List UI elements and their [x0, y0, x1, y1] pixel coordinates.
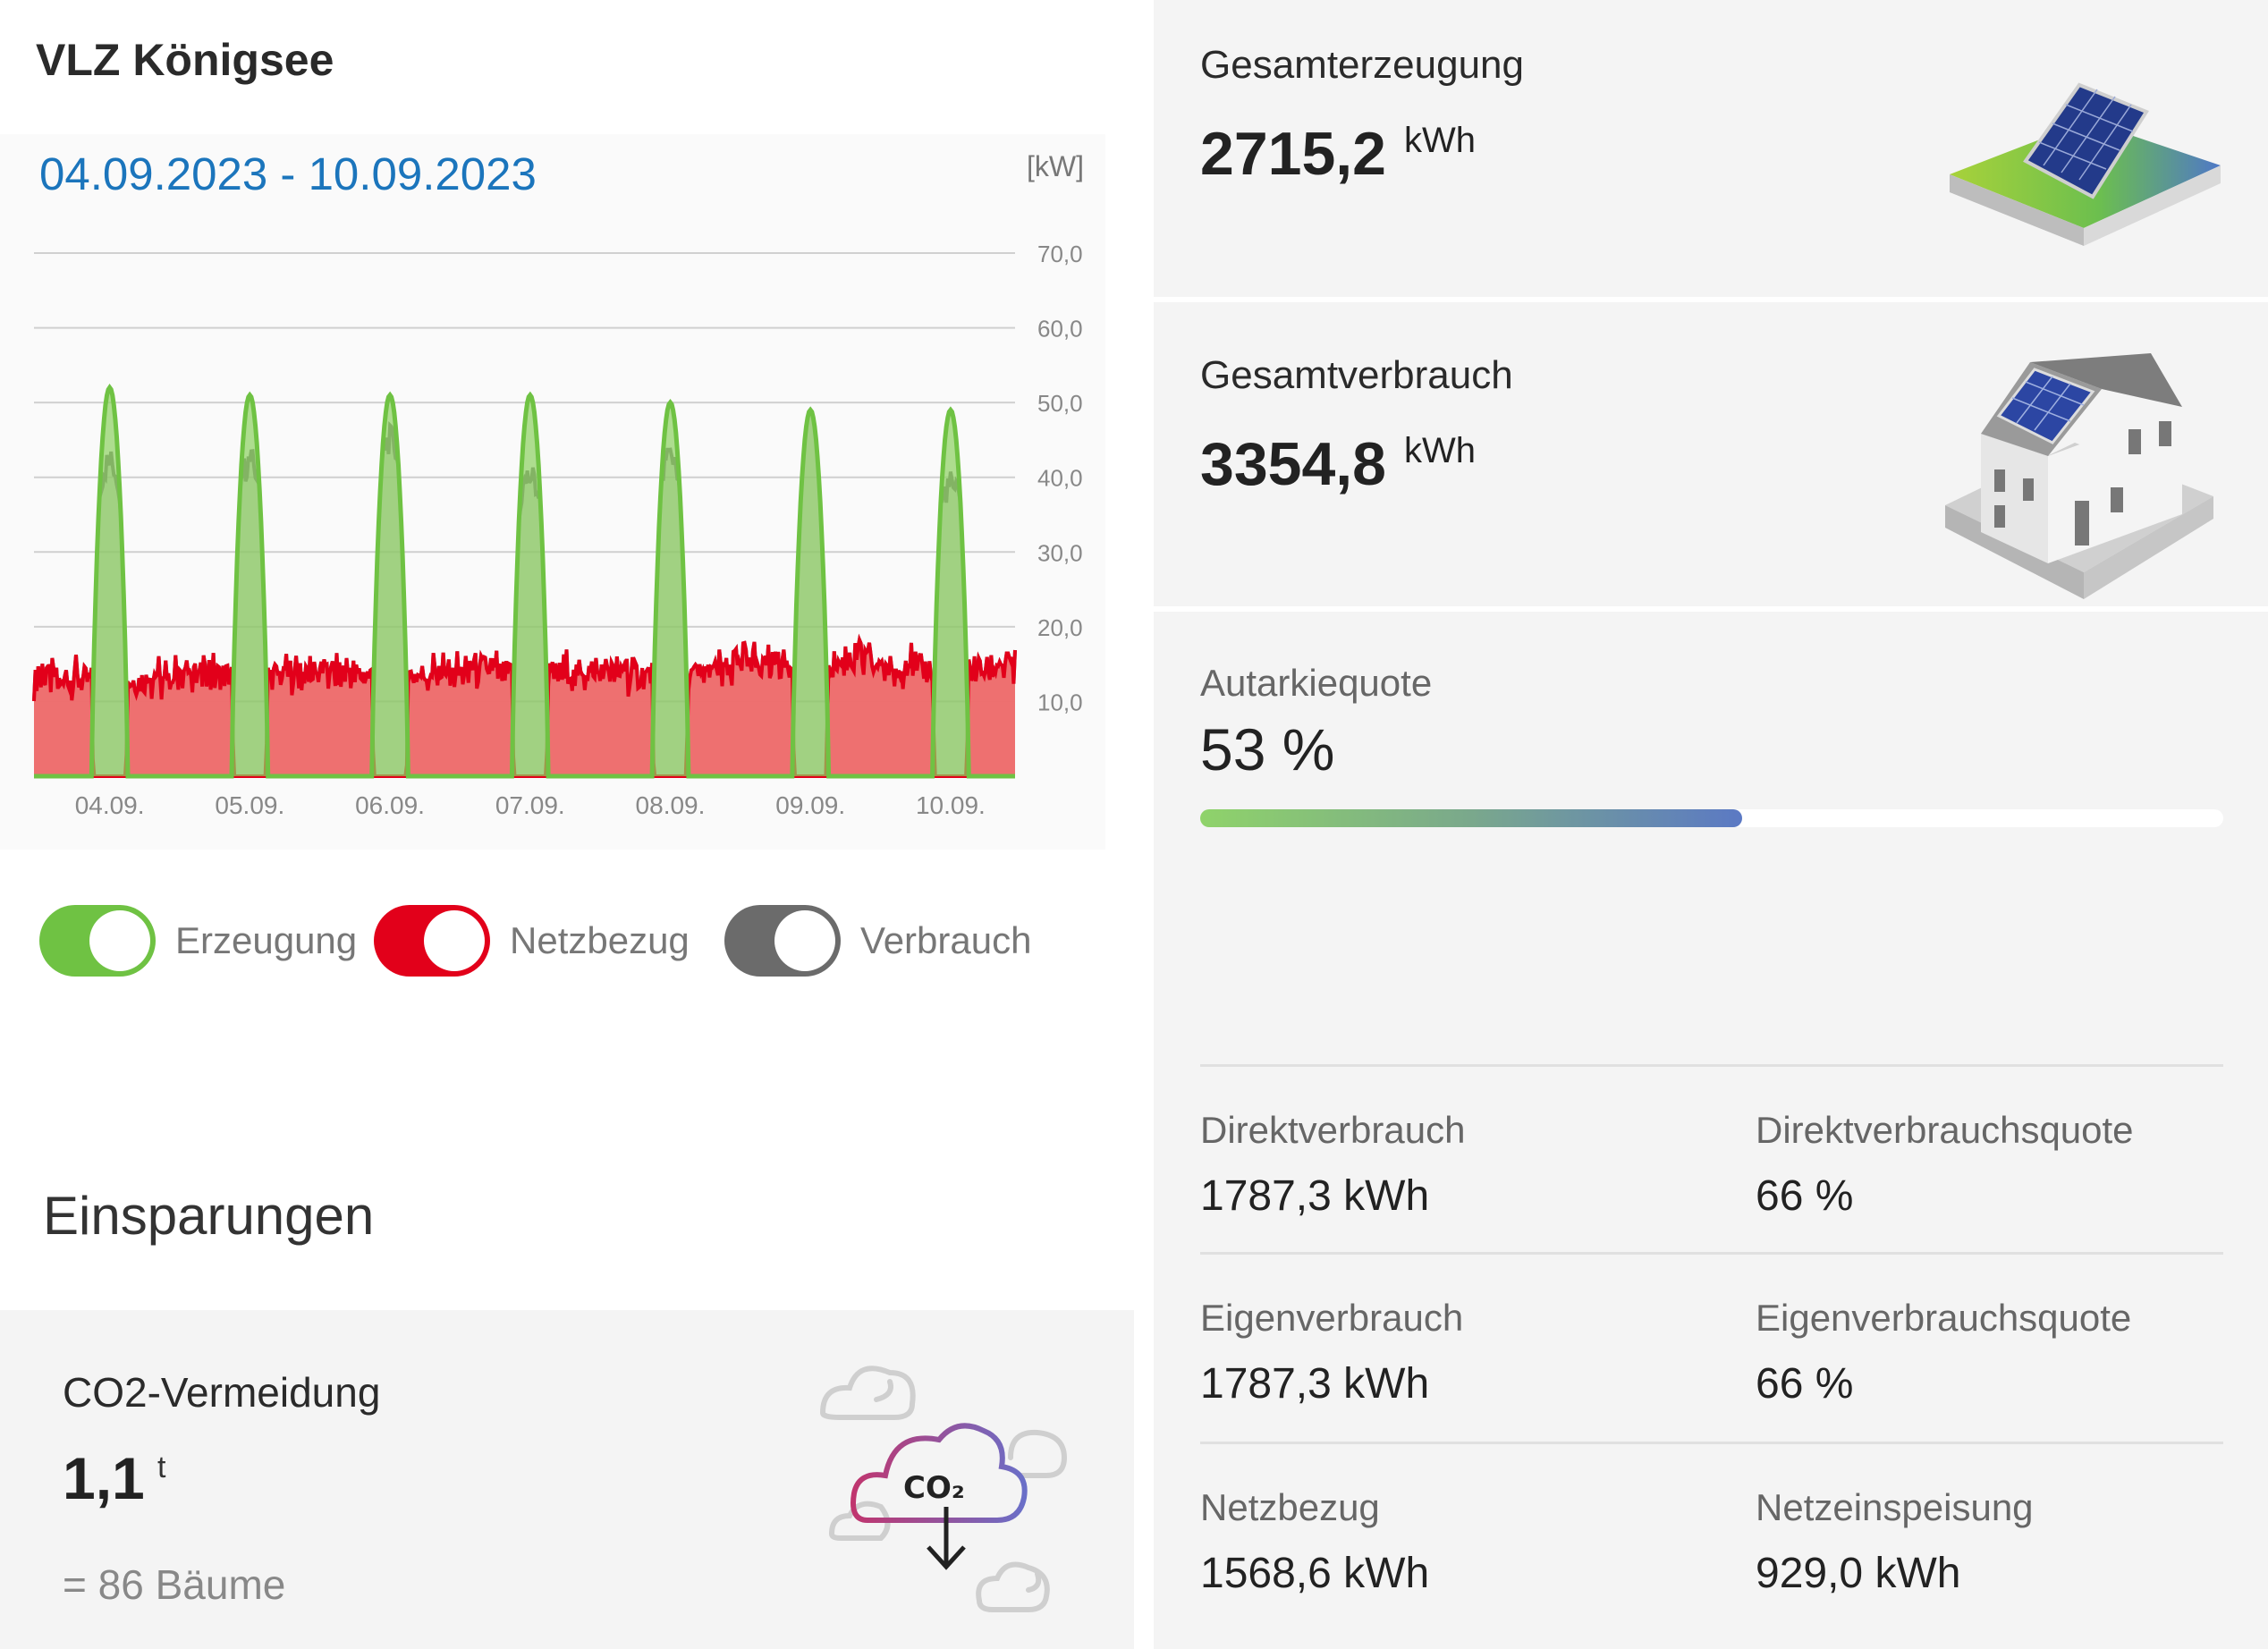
stat-value-eigenverbrauchsquote: 66 % [1756, 1360, 1854, 1408]
stat-label-netzbezug: Netzbezug [1200, 1486, 1380, 1528]
toggle-erzeugung[interactable]: Erzeugung [39, 905, 357, 977]
stats-divider [1200, 1442, 2223, 1444]
generation-label: Gesamterzeugung [1200, 43, 1524, 87]
toggle-label: Erzeugung [175, 919, 358, 961]
chart-series [32, 384, 1017, 779]
consumption-label: Gesamtverbrauch [1200, 353, 1513, 397]
stat-label-eigenverbrauchsquote: Eigenverbrauchsquote [1756, 1297, 2132, 1339]
toggle-switch[interactable] [374, 905, 490, 977]
autarky-value: 53 % [1200, 716, 1335, 782]
stat-value-netzeinspeisung: 929,0 kWh [1756, 1550, 1961, 1597]
x-tick-label: 10.09. [916, 791, 986, 819]
series-erzeugung-line [34, 384, 1015, 779]
autarky-progress-fill [1200, 809, 1743, 827]
co2-icon-text: CO₂ [903, 1470, 965, 1506]
y-tick-label: 70,0 [1037, 241, 1083, 267]
toggle-label: Verbrauch [860, 919, 1032, 961]
toggle-switch[interactable] [724, 905, 841, 977]
co2-unit: t [157, 1450, 166, 1484]
stats-divider [1200, 1064, 2223, 1067]
co2-card [0, 1310, 1134, 1649]
y-tick-label: 40,0 [1037, 465, 1083, 492]
toggle-netzbezug[interactable]: Netzbezug [374, 905, 690, 977]
generation-value: 2715,2 [1200, 120, 1386, 188]
y-tick-label: 60,0 [1037, 316, 1083, 342]
autarky-progress-bar [1200, 809, 2223, 827]
generation-unit: kWh [1404, 121, 1476, 160]
y-axis-unit: [kW] [1027, 150, 1084, 182]
stats-divider [1200, 1252, 2223, 1255]
toggle-verbrauch[interactable]: Verbrauch [724, 905, 1031, 977]
series-erzeugung-area [34, 387, 1015, 776]
power-chart: 70,0 60,0 50,0 40,0 30,0 20,0 10,0 04.09. 05.09… [32, 241, 1083, 819]
stat-value-direktverbrauchsquote: 66 % [1756, 1172, 1854, 1220]
page-title: VLZ Königsee [36, 35, 334, 85]
x-axis-ticks: 04.09. 05.09. 06.09. 07.09. 08.09. 09.09. 10.0… [75, 791, 986, 819]
co2-title: CO2-Vermeidung [63, 1369, 381, 1416]
x-tick-label: 06.09. [355, 791, 425, 819]
house-icon [1945, 353, 2213, 599]
date-range-selector[interactable]: 04.09.2023 - 10.09.2023 [39, 148, 537, 199]
x-tick-label: 08.09. [636, 791, 706, 819]
stat-value-direktverbrauch: 1787,3 kWh [1200, 1172, 1430, 1220]
y-tick-label: 10,0 [1037, 689, 1083, 715]
stat-label-eigenverbrauch: Eigenverbrauch [1200, 1297, 1464, 1339]
y-axis-ticks: 70,0 60,0 50,0 40,0 30,0 20,0 10,0 [1037, 241, 1083, 715]
x-tick-label: 05.09. [215, 791, 284, 819]
savings-heading: Einsparungen [43, 1186, 375, 1246]
autarky-label: Autarkiequote [1200, 662, 1433, 704]
section-divider [1154, 297, 2268, 302]
y-tick-label: 50,0 [1037, 390, 1083, 417]
stat-label-direktverbrauch: Direktverbrauch [1200, 1109, 1466, 1151]
stat-label-direktverbrauchsquote: Direktverbrauchsquote [1756, 1109, 2134, 1151]
toggle-switch[interactable] [39, 905, 156, 977]
x-tick-label: 09.09. [775, 791, 845, 819]
y-tick-label: 30,0 [1037, 539, 1083, 566]
x-tick-label: 07.09. [495, 791, 565, 819]
stat-value-eigenverbrauch: 1787,3 kWh [1200, 1360, 1430, 1408]
y-tick-label: 20,0 [1037, 614, 1083, 641]
stat-label-netzeinspeisung: Netzeinspeisung [1756, 1486, 2034, 1528]
solar-panel-icon [1950, 82, 2221, 246]
co2-value: 1,1 [63, 1445, 145, 1511]
section-divider [1154, 606, 2268, 612]
consumption-value: 3354,8 [1200, 430, 1386, 498]
co2-cloud-icon: CO₂ [819, 1366, 1068, 1612]
stat-value-netzbezug: 1568,6 kWh [1200, 1550, 1430, 1597]
toggle-label: Netzbezug [510, 919, 690, 961]
co2-trees: = 86 Bäume [63, 1561, 286, 1608]
x-tick-label: 04.09. [75, 791, 145, 819]
consumption-unit: kWh [1404, 431, 1476, 470]
